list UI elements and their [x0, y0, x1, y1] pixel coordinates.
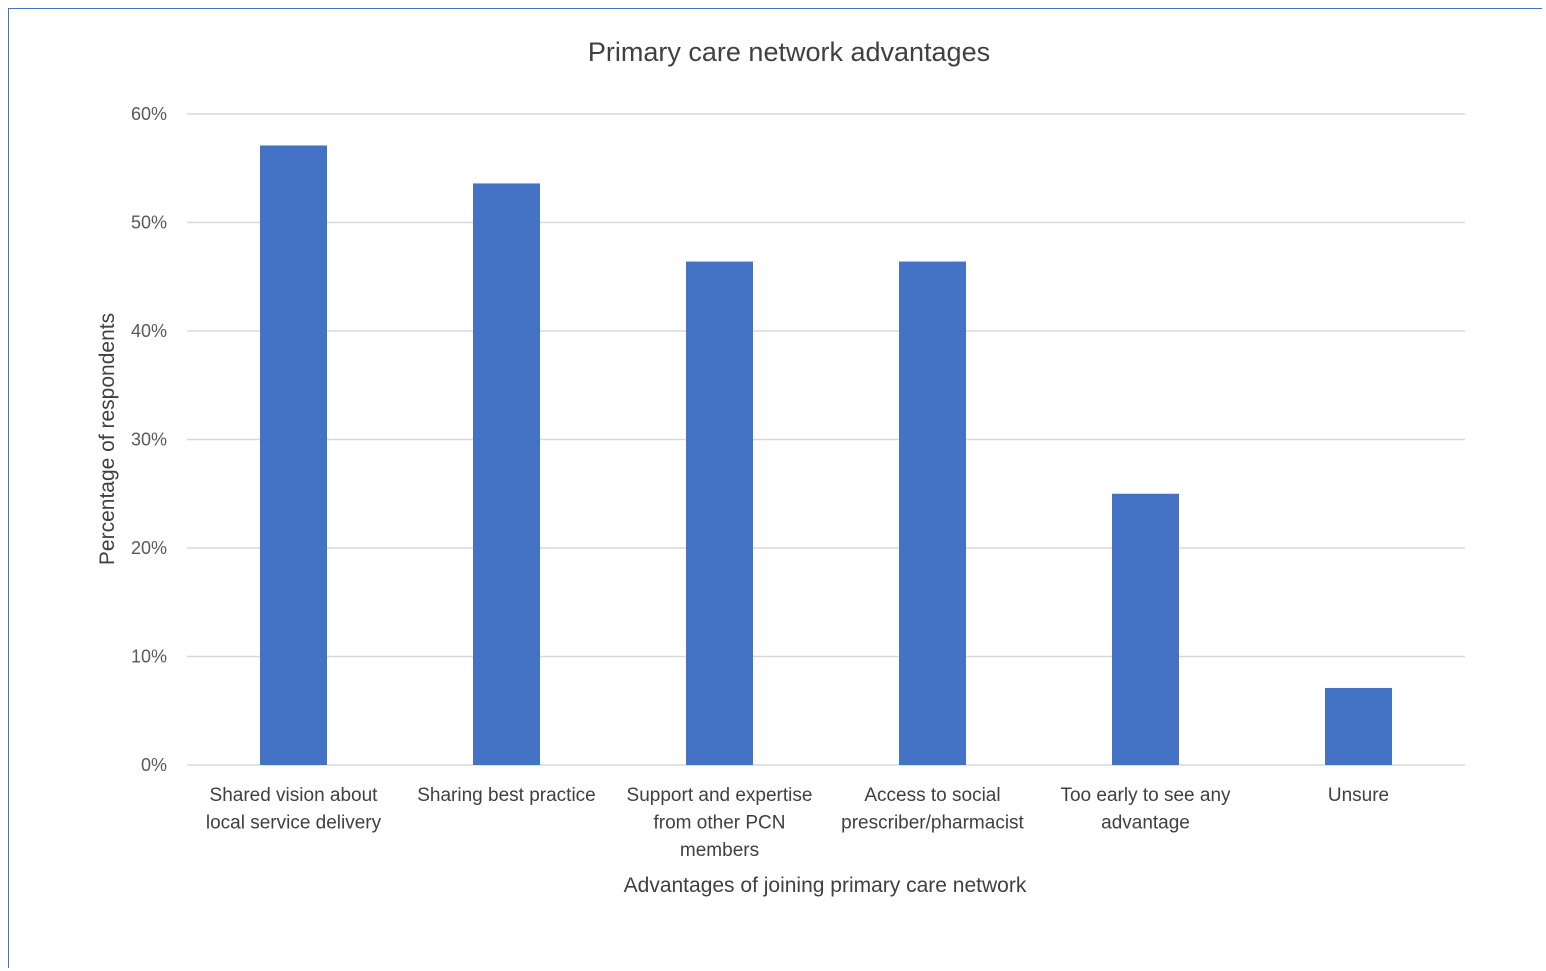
chart-title: Primary care network advantages [588, 37, 990, 67]
x-category-label: Support and expertise from other PCN membe… [627, 785, 813, 861]
bar [260, 145, 327, 766]
x-category-label-line: Sharing best practice [417, 785, 596, 806]
bar [1112, 493, 1179, 765]
x-category-label: Unsure [1328, 785, 1389, 806]
y-tick-label: 30% [131, 430, 167, 450]
y-tick-label: 0% [141, 755, 167, 775]
x-axis-title: Advantages of joining primary care netwo… [624, 874, 1027, 897]
x-category-label: Too early to see any advantage [1060, 785, 1231, 834]
x-category-label-line: advantage [1101, 813, 1190, 834]
x-category-label: Shared vision about local service deliver… [206, 785, 382, 834]
x-category-label-line: Support and expertise [627, 785, 813, 806]
bar [686, 261, 753, 765]
bars [260, 145, 1392, 766]
x-category-label-line: local service delivery [206, 813, 382, 834]
x-category-label-line: from other PCN [654, 813, 786, 834]
x-category-label-line: members [680, 840, 759, 861]
y-tick-label: 40% [131, 321, 167, 341]
bar [899, 261, 966, 765]
gridlines [187, 113, 1465, 766]
x-category-label-line: prescriber/pharmacist [841, 813, 1024, 834]
bar [473, 183, 540, 765]
x-category-label-line: Access to social [864, 785, 1000, 806]
y-tick-label: 10% [131, 647, 167, 667]
y-axis-ticks: 0% 10% 20% 30% 40% 50% 60% [131, 104, 167, 775]
y-tick-label: 20% [131, 538, 167, 558]
y-tick-label: 50% [131, 213, 167, 233]
bar [1325, 687, 1392, 765]
x-category-label: Access to social prescriber/pharmacist [841, 785, 1024, 834]
x-category-label-line: Too early to see any [1060, 785, 1231, 806]
y-axis-title: Percentage of respondents [96, 313, 119, 565]
x-category-label: Sharing best practice [417, 785, 596, 806]
y-tick-label: 60% [131, 104, 167, 124]
x-axis-category-labels: Shared vision about local service deliver… [206, 785, 1389, 861]
x-category-label-line: Unsure [1328, 785, 1389, 806]
x-category-label-line: Shared vision about [210, 785, 379, 806]
